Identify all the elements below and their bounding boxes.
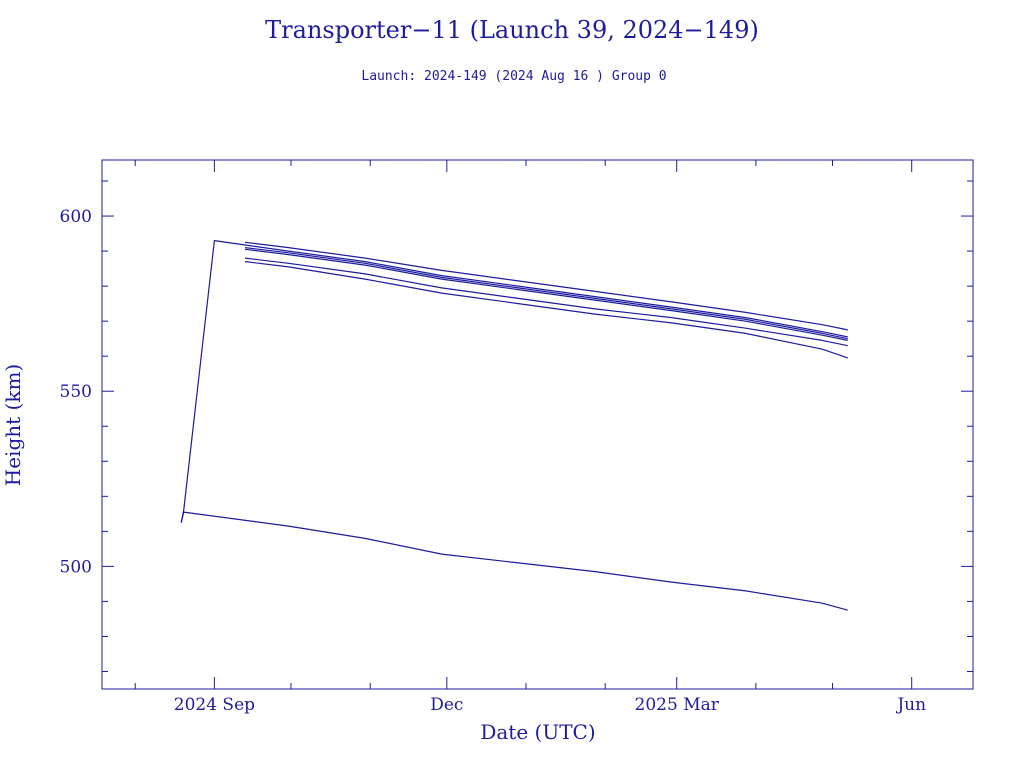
y-tick-label: 550 xyxy=(60,382,92,402)
chart-subtitle: Launch: 2024-149 (2024 Aug 16 ) Group 0 xyxy=(361,69,666,84)
x-tick-label: 2025 Mar xyxy=(635,695,720,715)
y-tick-label: 500 xyxy=(60,557,92,577)
series-line-6 xyxy=(244,261,848,359)
x-tick-label: Jun xyxy=(895,695,926,715)
tick-labels: 500 550 600 2024 Sep Dec 2025 Mar Jun xyxy=(60,207,927,715)
chart-title: Transporter−11 (Launch 39, 2024−149) xyxy=(265,16,759,44)
series-line-3 xyxy=(244,247,848,340)
y-axis-label: Height (km) xyxy=(1,364,25,486)
y-tick-label: 600 xyxy=(60,207,92,227)
plot-frame xyxy=(101,159,974,690)
x-axis-label: Date (UTC) xyxy=(480,720,595,744)
series-line-7 xyxy=(180,511,848,611)
x-tick-label: Dec xyxy=(430,695,463,715)
series-line-1 xyxy=(180,240,848,523)
x-tick-label: 2024 Sep xyxy=(174,695,255,715)
axis-ticks xyxy=(102,160,973,689)
series-line-5 xyxy=(244,257,848,347)
series-lines xyxy=(180,240,848,611)
series-line-2 xyxy=(244,241,848,331)
series-line-4 xyxy=(244,248,848,341)
